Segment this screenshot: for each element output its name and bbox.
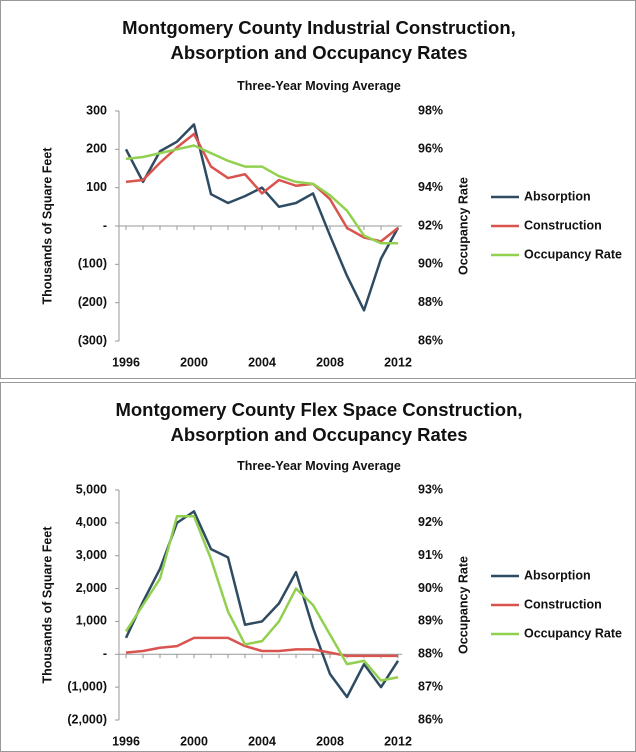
series-line bbox=[124, 515, 399, 682]
legend-label: Absorption bbox=[524, 568, 591, 582]
x-tick-label: 2000 bbox=[180, 355, 208, 369]
legend-label: Occupancy Rate bbox=[524, 247, 622, 261]
y-tick-label: 4,000 bbox=[76, 515, 107, 529]
series-line bbox=[125, 144, 398, 245]
x-tick-label: 2004 bbox=[248, 355, 276, 369]
y-tick-label: 1,000 bbox=[76, 614, 107, 628]
y-tick-label: 100 bbox=[86, 180, 107, 194]
y-axis-label: Thousands of Square Feet bbox=[40, 147, 54, 305]
y2-tick-label: 90% bbox=[418, 581, 443, 595]
y-tick-label: 300 bbox=[86, 103, 107, 117]
y2-axis-label: Occupancy Rate bbox=[456, 177, 470, 275]
chart: (2,000) (1,000) - 1,000 2,000 3,000 4,000 5,000… bbox=[40, 482, 622, 748]
legend-label: Construction bbox=[524, 597, 602, 611]
chart-panel: Montgomery County Industrial Constructio… bbox=[0, 0, 636, 379]
y-tick-label: - bbox=[103, 647, 107, 661]
legend-label: Occupancy Rate bbox=[524, 626, 622, 640]
x-tick-label: 2008 bbox=[316, 734, 344, 748]
y-tick-label: - bbox=[103, 218, 107, 232]
y2-axis-label: Occupancy Rate bbox=[456, 556, 470, 654]
x-tick-label: 1996 bbox=[112, 734, 140, 748]
x-tick-label: 2000 bbox=[180, 734, 208, 748]
x-tick-label: 2004 bbox=[248, 734, 276, 748]
legend-label: Absorption bbox=[524, 189, 591, 203]
y-axis-label: Thousands of Square Feet bbox=[40, 526, 54, 684]
y2-tick-label: 91% bbox=[418, 548, 443, 562]
y2-tick-label: 88% bbox=[418, 647, 443, 661]
y2-tick-label: 92% bbox=[418, 218, 443, 232]
legend-label: Construction bbox=[524, 218, 602, 232]
series-line bbox=[124, 123, 400, 312]
y2-tick-label: 86% bbox=[418, 333, 443, 347]
y-tick-label: (1,000) bbox=[67, 679, 107, 693]
series-line bbox=[125, 132, 399, 243]
chart-subtitle: Three-Year Moving Average bbox=[237, 459, 401, 473]
chart: (300) (200) (100) - 100 200 300 86% 88% 90% 92% 94%… bbox=[40, 103, 622, 369]
x-tick-label: 2012 bbox=[384, 734, 412, 748]
y2-tick-label: 98% bbox=[418, 103, 443, 117]
y-tick-label: 5,000 bbox=[76, 482, 107, 496]
y-tick-label: (100) bbox=[78, 257, 107, 271]
y2-tick-label: 92% bbox=[418, 515, 443, 529]
y-tick-label: 3,000 bbox=[76, 548, 107, 562]
chart-title: Montgomery County Flex Space Constructio… bbox=[115, 399, 523, 445]
x-tick-label: 2012 bbox=[384, 355, 412, 369]
y-tick-label: 2,000 bbox=[76, 581, 107, 595]
chart-title: Montgomery County Industrial Constructio… bbox=[122, 17, 516, 63]
chart-subtitle: Three-Year Moving Average bbox=[237, 79, 401, 93]
x-tick-label: 2008 bbox=[316, 355, 344, 369]
y-tick-label: (2,000) bbox=[67, 712, 107, 726]
y2-tick-label: 87% bbox=[418, 679, 443, 693]
y2-tick-label: 89% bbox=[418, 614, 443, 628]
y2-tick-label: 86% bbox=[418, 712, 443, 726]
chart-panel: Montgomery County Flex Space Constructio… bbox=[0, 382, 636, 752]
y2-tick-label: 90% bbox=[418, 257, 443, 271]
y2-tick-label: 93% bbox=[418, 482, 443, 496]
series-line bbox=[125, 636, 398, 658]
x-tick-label: 1996 bbox=[112, 355, 140, 369]
y-tick-label: 200 bbox=[86, 142, 107, 156]
series-line bbox=[124, 510, 400, 699]
y2-tick-label: 96% bbox=[418, 142, 443, 156]
y-tick-label: (300) bbox=[78, 333, 107, 347]
y2-tick-label: 88% bbox=[418, 295, 443, 309]
y2-tick-label: 94% bbox=[418, 180, 443, 194]
y-tick-label: (200) bbox=[78, 295, 107, 309]
